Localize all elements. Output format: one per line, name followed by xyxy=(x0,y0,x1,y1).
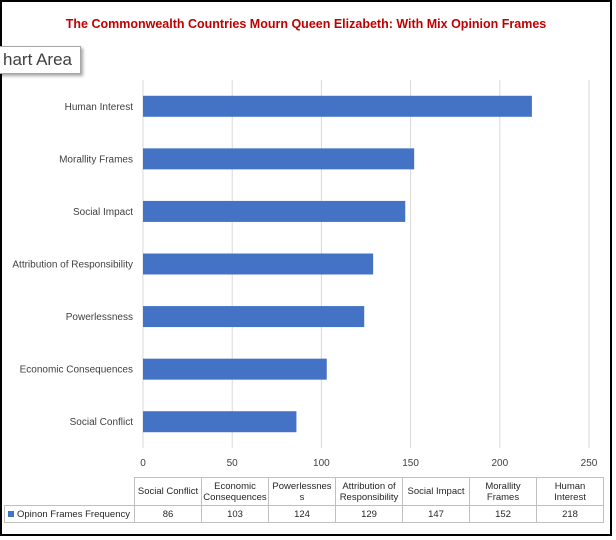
x-tick-label: 200 xyxy=(491,458,508,469)
legend-key xyxy=(8,510,14,517)
chart-area-tooltip: hart Area xyxy=(0,46,81,74)
bar[interactable] xyxy=(143,411,297,433)
x-tick-label: 0 xyxy=(140,458,146,469)
legend-entry: Opinon Frames Frequency xyxy=(4,505,135,523)
data-table-value: 152 xyxy=(469,505,537,523)
data-table-header: Attribution of Responsibility xyxy=(335,477,403,506)
category-label: Morallity Frames xyxy=(59,154,133,165)
legend-label: Opinon Frames Frequency xyxy=(17,508,130,520)
category-labels: Human Interest Morallity Frames Social Imp… xyxy=(12,102,133,428)
bar[interactable] xyxy=(143,253,374,275)
data-table-value: 218 xyxy=(536,505,604,523)
x-tick-labels: 0 50 100 150 200 250 xyxy=(140,458,598,469)
x-tick-label: 50 xyxy=(227,458,239,469)
x-tick-label: 150 xyxy=(402,458,419,469)
bar[interactable] xyxy=(143,95,532,117)
data-table-header: Social Conflict xyxy=(134,477,202,506)
data-table-value: 124 xyxy=(268,505,336,523)
bar[interactable] xyxy=(143,306,365,328)
data-table-header: Human Interest xyxy=(536,477,604,506)
bars xyxy=(143,95,532,433)
x-tick-label: 100 xyxy=(313,458,330,469)
plot-area[interactable]: Human Interest Morallity Frames Social Imp… xyxy=(2,2,614,477)
data-table-value: 103 xyxy=(201,505,269,523)
category-label: Powerlessness xyxy=(66,312,133,323)
category-label: Social Impact xyxy=(73,207,133,218)
category-label: Economic Consequences xyxy=(20,365,133,376)
category-label: Attribution of Responsibility xyxy=(12,260,133,271)
bar[interactable] xyxy=(143,358,327,380)
data-table-value: 86 xyxy=(134,505,202,523)
data-table-header: Social Impact xyxy=(402,477,470,506)
chart-title: The Commonwealth Countries Mourn Queen E… xyxy=(65,17,547,31)
data-table-header: Morallity Frames xyxy=(469,477,537,506)
data-table: Social Conflict Economic Consequences Po… xyxy=(4,477,604,523)
data-table-header: Economic Consequences xyxy=(201,477,269,506)
data-table-value: 147 xyxy=(402,505,470,523)
data-table-corner xyxy=(4,477,135,506)
data-table-header-row: Social Conflict Economic Consequences Po… xyxy=(4,477,604,506)
data-table-value-row: Opinon Frames Frequency 86 103 124 129 1… xyxy=(4,505,604,523)
category-label: Social Conflict xyxy=(70,417,134,428)
bar[interactable] xyxy=(143,148,415,170)
category-label: Human Interest xyxy=(65,102,134,113)
x-tick-label: 250 xyxy=(581,458,598,469)
data-table-header: Powerlessnes s xyxy=(268,477,336,506)
data-table-value: 129 xyxy=(335,505,403,523)
bar[interactable] xyxy=(143,200,406,222)
